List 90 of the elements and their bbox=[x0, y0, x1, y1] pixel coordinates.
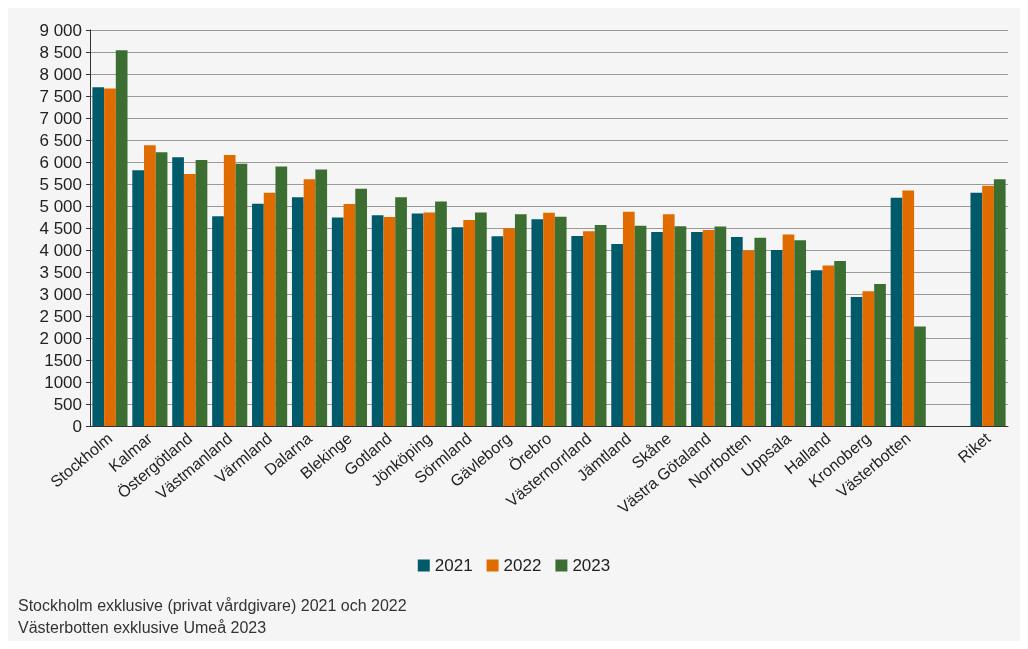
bar bbox=[451, 227, 464, 426]
bar bbox=[691, 231, 703, 426]
bar bbox=[662, 214, 675, 426]
bar bbox=[195, 160, 208, 426]
bar bbox=[435, 201, 447, 426]
bar bbox=[634, 225, 647, 426]
bar bbox=[862, 291, 875, 426]
y-tick-label: 9 000 bbox=[39, 20, 82, 40]
bar bbox=[503, 228, 515, 426]
bar bbox=[834, 261, 846, 426]
y-tick-label: 5 500 bbox=[39, 174, 82, 194]
text: Västerbotten exklusive Umeå 2023 bbox=[18, 618, 267, 636]
legend-label: 2021 bbox=[434, 556, 473, 575]
y-tick-label: 3 000 bbox=[39, 284, 82, 304]
bar bbox=[794, 240, 807, 426]
bar bbox=[594, 224, 607, 426]
bar bbox=[770, 250, 783, 426]
bar bbox=[411, 213, 424, 426]
bar bbox=[183, 173, 196, 426]
y-tick-label: 2 500 bbox=[39, 306, 82, 326]
bar bbox=[104, 88, 116, 426]
bar bbox=[115, 50, 128, 426]
bar bbox=[554, 216, 567, 426]
bar bbox=[263, 192, 276, 426]
bar bbox=[395, 197, 407, 426]
y-tick-label: 4 000 bbox=[39, 240, 82, 260]
bar bbox=[303, 179, 316, 426]
bar bbox=[702, 229, 715, 426]
y-tick-label: 8 000 bbox=[39, 64, 82, 84]
bar bbox=[822, 265, 835, 426]
bar bbox=[423, 212, 436, 426]
bar bbox=[463, 220, 476, 426]
bar bbox=[982, 185, 994, 426]
bar bbox=[874, 284, 886, 426]
y-tick-label: 0 bbox=[72, 416, 82, 436]
bar bbox=[291, 197, 304, 426]
bar bbox=[914, 326, 926, 426]
bar bbox=[132, 170, 145, 426]
bar bbox=[543, 212, 555, 426]
bar bbox=[754, 237, 767, 426]
bar bbox=[275, 166, 288, 426]
y-tick-label: 8 500 bbox=[39, 42, 82, 62]
bar bbox=[890, 197, 903, 426]
bar bbox=[731, 237, 743, 426]
bar bbox=[571, 235, 584, 426]
bar bbox=[970, 192, 983, 426]
bar bbox=[622, 211, 635, 426]
y-tick-label: 3 500 bbox=[39, 262, 82, 282]
y-tick-label: 2 000 bbox=[39, 328, 82, 348]
bar bbox=[92, 87, 105, 426]
bar bbox=[371, 215, 384, 426]
bar bbox=[331, 217, 344, 426]
y-tick-label: 1000 bbox=[44, 372, 82, 392]
bar bbox=[155, 152, 168, 426]
bar bbox=[514, 214, 527, 426]
bar bbox=[714, 226, 727, 426]
y-tick-label: 1500 bbox=[44, 350, 82, 370]
bar bbox=[223, 154, 236, 426]
bar bbox=[782, 234, 795, 426]
y-tick-label: 6 500 bbox=[39, 130, 82, 150]
bar bbox=[651, 231, 663, 426]
bar bbox=[993, 179, 1006, 426]
bar bbox=[235, 163, 248, 426]
bar bbox=[172, 157, 184, 426]
bar bbox=[531, 219, 544, 426]
y-tick-label: 5 000 bbox=[39, 196, 82, 216]
bar bbox=[611, 244, 623, 426]
bar bbox=[343, 204, 356, 426]
legend-label: 2023 bbox=[572, 556, 611, 575]
bar bbox=[144, 145, 156, 426]
bar bbox=[475, 212, 487, 426]
bar bbox=[315, 169, 328, 426]
y-tick-label: 7 000 bbox=[39, 108, 82, 128]
bar bbox=[383, 217, 396, 426]
bar bbox=[355, 188, 367, 426]
legend-label: 2022 bbox=[503, 556, 542, 575]
bar bbox=[674, 226, 687, 426]
bar bbox=[583, 231, 595, 426]
bar bbox=[742, 250, 755, 426]
y-tick-label: 500 bbox=[53, 394, 82, 414]
bar bbox=[850, 297, 863, 426]
bar bbox=[491, 236, 504, 426]
y-tick-label: 4 500 bbox=[39, 218, 82, 238]
bar bbox=[212, 216, 224, 426]
y-tick-label: 6 000 bbox=[39, 152, 82, 172]
bar bbox=[902, 190, 915, 426]
text: Stockholm exklusive (privat vårdgivare) 2021 och 2022 bbox=[18, 596, 407, 614]
y-tick-label: 7 500 bbox=[39, 86, 82, 106]
bar bbox=[810, 270, 823, 426]
bar bbox=[252, 203, 264, 426]
